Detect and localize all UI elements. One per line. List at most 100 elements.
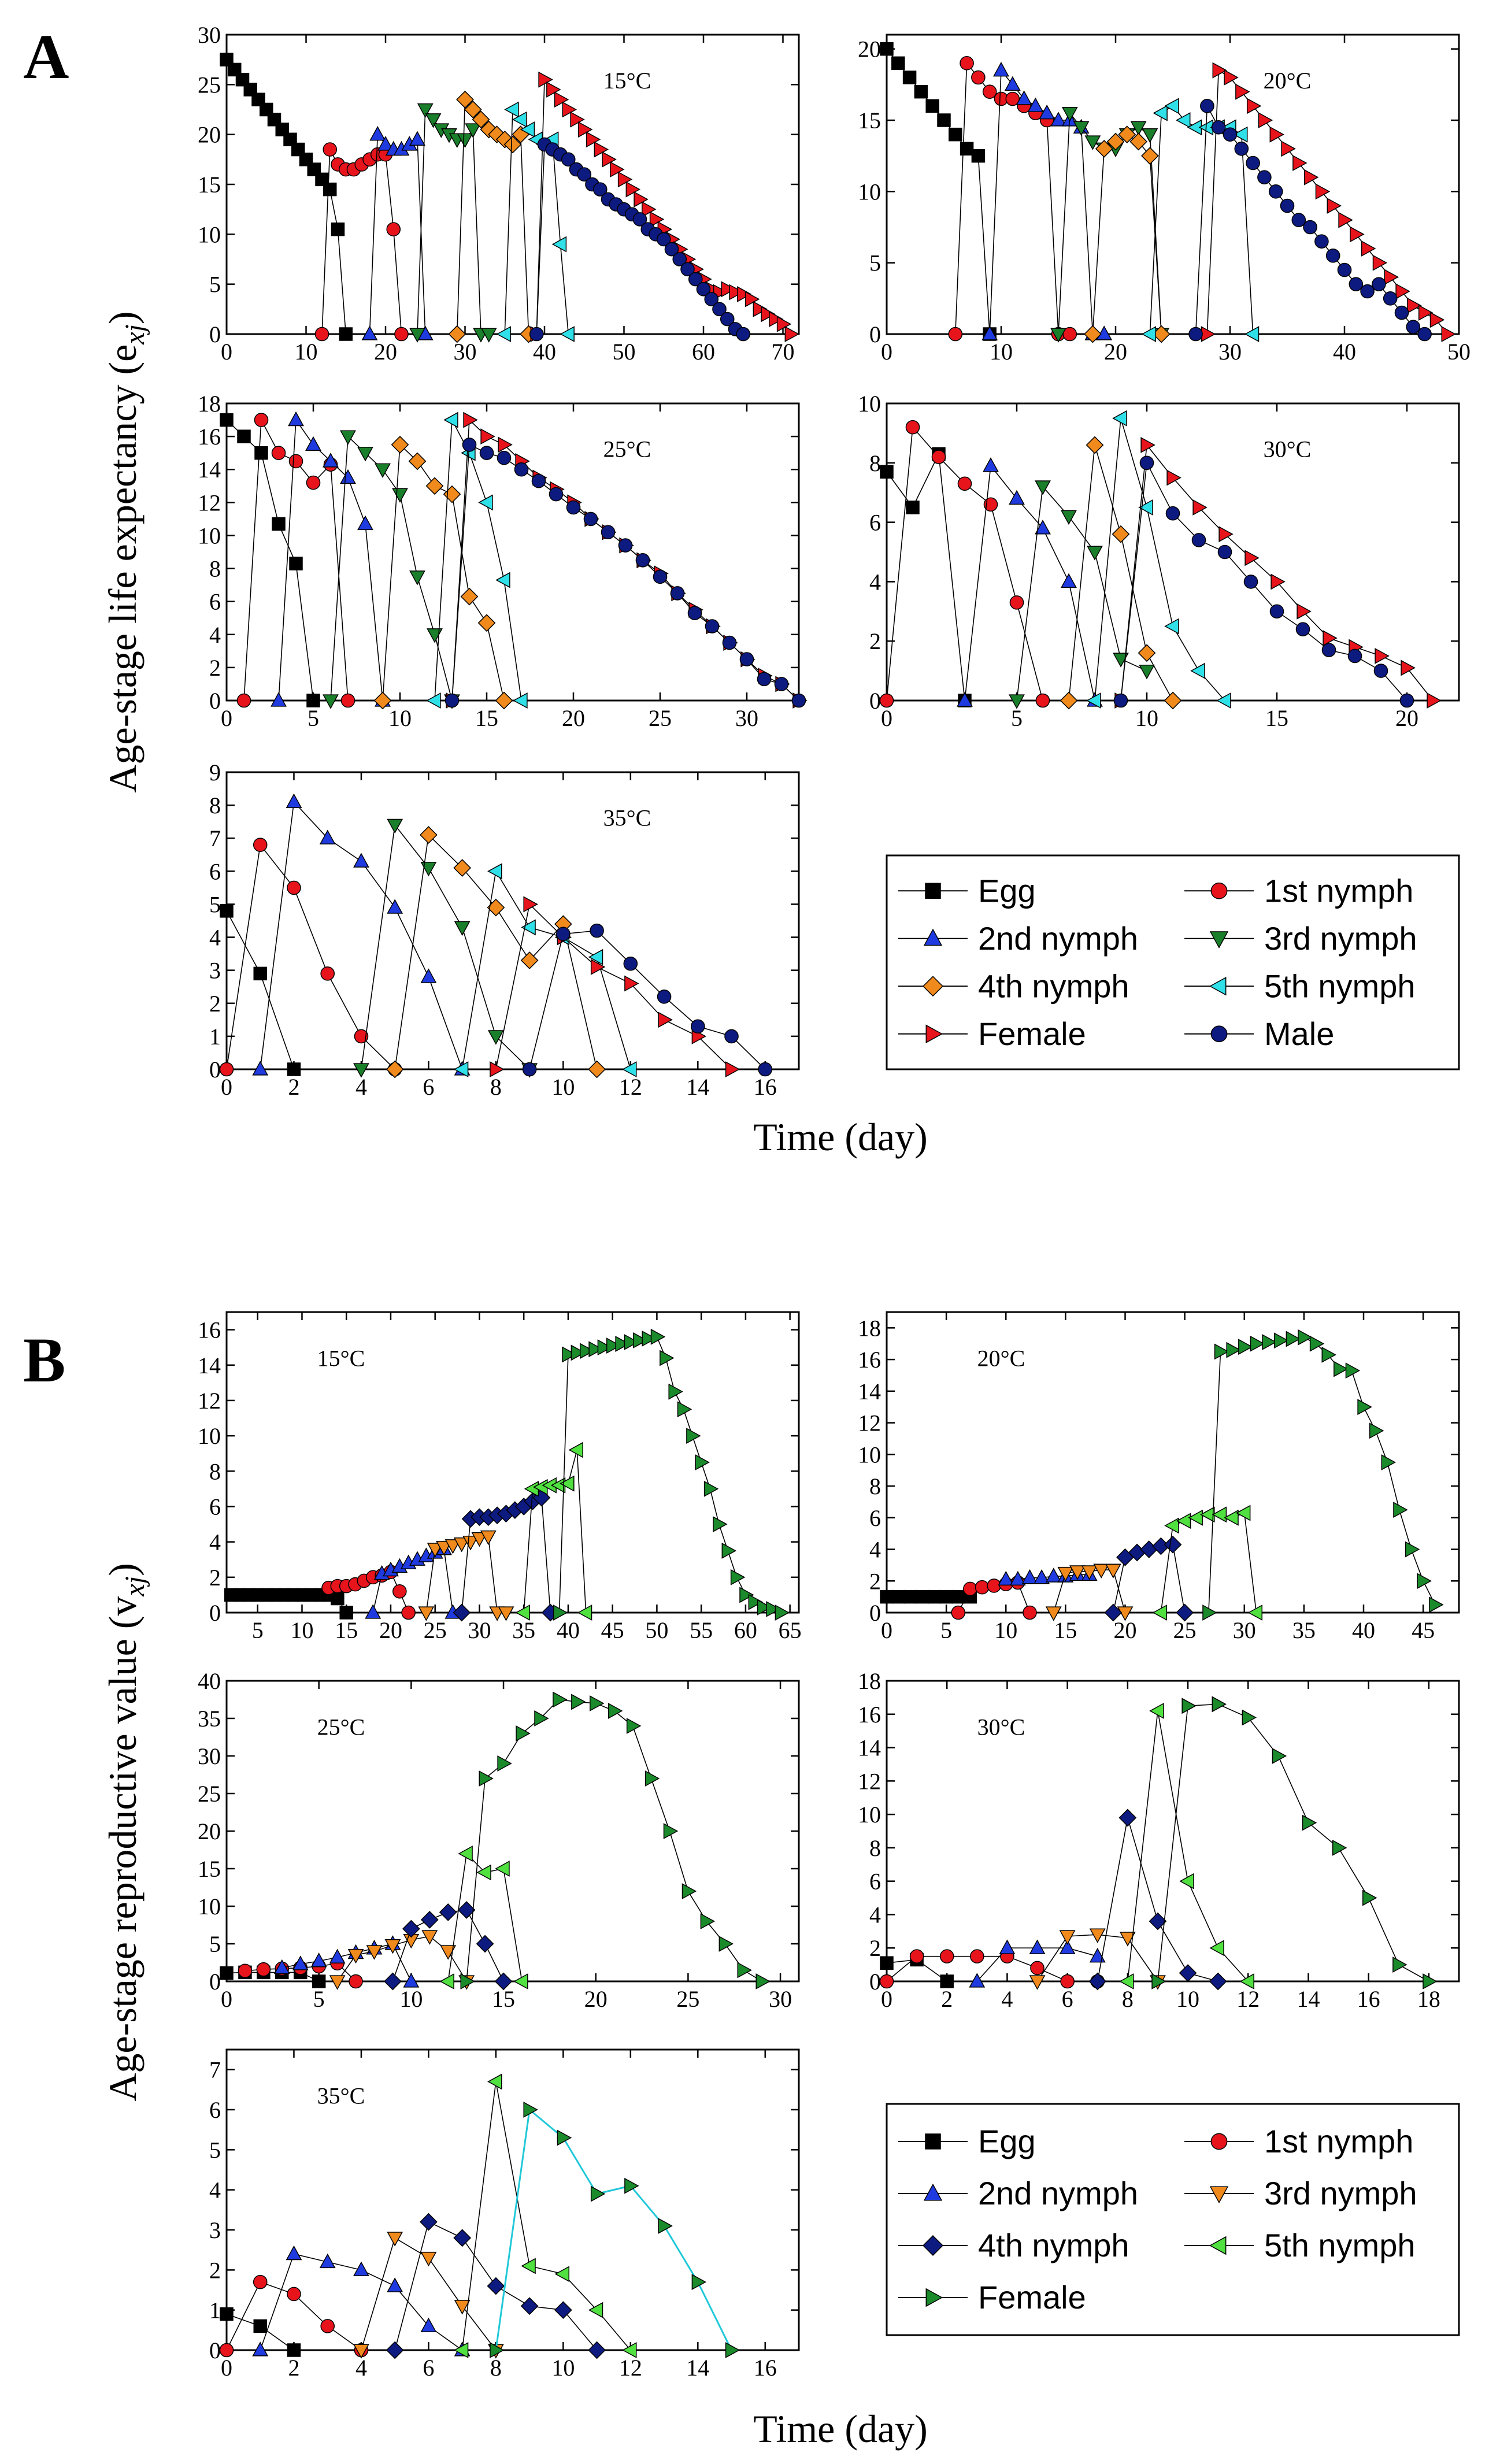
data-point xyxy=(320,2319,335,2333)
data-point xyxy=(556,927,571,942)
y-tick-label: 0 xyxy=(209,1600,221,1626)
data-point xyxy=(725,1061,740,1077)
y-tick-label: 0 xyxy=(869,688,881,714)
series-line xyxy=(226,843,395,1070)
data-point xyxy=(1405,1541,1420,1558)
data-point xyxy=(1016,90,1032,105)
y-tick-label: 0 xyxy=(209,321,221,347)
x-tick-label: 10 xyxy=(551,2355,575,2381)
data-point xyxy=(349,1974,363,1989)
data-point xyxy=(761,306,776,323)
data-point xyxy=(323,142,338,157)
x-tick-label: 20 xyxy=(1114,1617,1137,1643)
x-tick-label: 5 xyxy=(252,1617,264,1643)
data-point xyxy=(1209,1940,1224,1957)
data-point xyxy=(237,429,251,443)
data-point xyxy=(460,1973,475,1989)
y-label-close: ) xyxy=(101,1563,145,1576)
y-tick-label: 15 xyxy=(858,108,881,134)
data-point xyxy=(1338,212,1353,228)
data-point xyxy=(645,1770,660,1787)
data-point xyxy=(1095,139,1113,158)
plot-frame xyxy=(225,771,800,1070)
data-point xyxy=(601,525,616,540)
x-tick-label: 0 xyxy=(221,1986,232,2012)
y-tick-label: 12 xyxy=(198,490,221,516)
x-tick-label: 20 xyxy=(379,1617,402,1643)
data-point xyxy=(1372,254,1388,271)
data-point xyxy=(409,328,425,343)
data-point xyxy=(490,1061,505,1077)
data-point xyxy=(1118,125,1136,144)
data-point xyxy=(1257,170,1272,184)
y-label-main: Age-stage life expectancy (e xyxy=(101,344,145,793)
data-point xyxy=(408,452,427,470)
data-point xyxy=(453,1537,470,1552)
data-point xyxy=(299,153,313,166)
data-point xyxy=(1176,112,1191,128)
y-tick-label: 5 xyxy=(869,250,881,276)
data-point xyxy=(1081,1565,1098,1580)
data-point xyxy=(1418,305,1434,321)
data-point xyxy=(549,487,564,502)
y-tick-label: 7 xyxy=(209,2057,221,2083)
data-point xyxy=(1239,1973,1254,1989)
data-point xyxy=(495,572,510,588)
data-point xyxy=(243,83,257,97)
data-point xyxy=(1084,135,1101,150)
data-point xyxy=(791,693,806,708)
data-point xyxy=(1429,1596,1444,1613)
x-tick-label: 65 xyxy=(779,1617,802,1643)
data-point xyxy=(592,182,608,197)
legend-label: Female xyxy=(978,2279,1086,2315)
data-point xyxy=(472,110,490,129)
data-point xyxy=(289,557,303,570)
data-point xyxy=(633,1332,648,1348)
data-point xyxy=(287,2287,301,2302)
data-point xyxy=(579,1343,595,1359)
data-point xyxy=(220,1966,234,1980)
data-point xyxy=(1244,326,1260,342)
data-point xyxy=(588,2302,603,2318)
x-tick-label: 0 xyxy=(221,2355,232,2381)
data-point xyxy=(1393,1502,1408,1518)
data-point xyxy=(291,142,305,157)
x-tick-label: 50 xyxy=(645,1617,668,1643)
data-point xyxy=(1112,410,1127,427)
data-point xyxy=(561,152,576,167)
data-point xyxy=(1247,1605,1263,1621)
data-point xyxy=(1009,490,1025,505)
data-point xyxy=(306,475,321,490)
y-tick-label: 5 xyxy=(209,1931,221,1957)
x-tick-label: 2 xyxy=(941,1986,953,2012)
data-point xyxy=(522,1062,537,1077)
y-tick-label: 10 xyxy=(198,1894,221,1920)
data-point xyxy=(1269,604,1284,619)
x-tick-label: 12 xyxy=(1236,1986,1260,2012)
y-tick-label: 16 xyxy=(198,1317,221,1343)
data-point xyxy=(1399,693,1414,708)
y-tick-label: 30 xyxy=(198,1743,221,1769)
y-tick-label: 12 xyxy=(858,1410,881,1436)
data-point xyxy=(1119,1973,1134,1989)
data-point xyxy=(498,436,513,453)
data-point xyxy=(610,161,625,178)
data-point xyxy=(775,1605,790,1621)
data-point xyxy=(1209,1972,1227,1991)
data-point xyxy=(1350,226,1365,243)
data-point xyxy=(1138,499,1153,516)
x-tick-label: 35 xyxy=(1292,1617,1316,1643)
data-point xyxy=(1050,112,1066,127)
data-point xyxy=(1141,147,1159,165)
data-point xyxy=(906,501,920,514)
data-point xyxy=(957,692,973,707)
data-point xyxy=(426,692,441,709)
data-point xyxy=(757,672,772,687)
y-tick-label: 0 xyxy=(209,2337,221,2363)
data-point xyxy=(219,1062,234,1077)
data-point xyxy=(1202,1605,1217,1621)
data-point xyxy=(656,232,671,247)
data-point xyxy=(1034,1569,1050,1584)
data-point xyxy=(504,101,519,118)
legend-marker xyxy=(1210,2133,1228,2150)
